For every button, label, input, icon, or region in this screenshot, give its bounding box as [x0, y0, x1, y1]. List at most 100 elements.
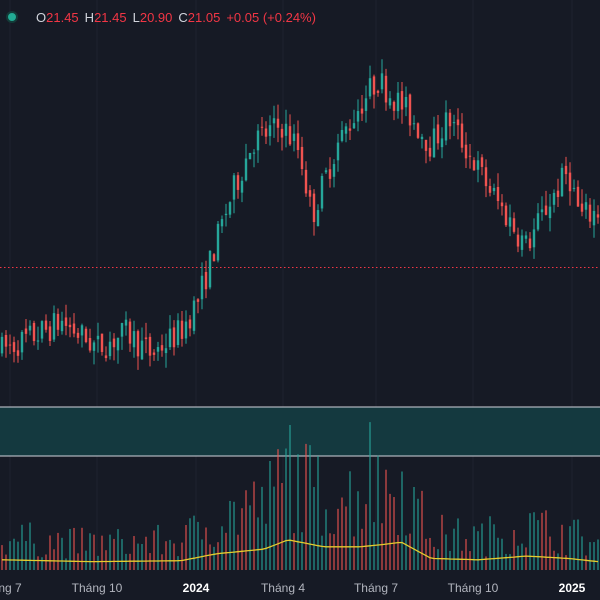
volume-bar: [593, 542, 595, 570]
candle-body: [496, 187, 500, 202]
candle-body: [392, 101, 396, 111]
candle-body: [272, 118, 276, 124]
candle-body: [544, 205, 548, 215]
candle-body: [232, 175, 236, 200]
legend-low-value: 20.90: [139, 9, 173, 25]
volume-bar: [113, 538, 115, 570]
candle-body: [4, 335, 8, 347]
candle-body: [316, 210, 320, 227]
candle: [104, 346, 108, 362]
candle: [200, 262, 204, 310]
volume-bar: [377, 455, 379, 570]
candle: [292, 124, 296, 152]
volume-bar: [253, 481, 255, 570]
candle: [432, 116, 436, 158]
legend-high-key: H: [84, 9, 95, 25]
volume-bar: [445, 534, 447, 570]
candle-body: [172, 327, 176, 348]
candle-body: [588, 204, 592, 222]
candle: [252, 149, 256, 168]
volume-bar: [109, 534, 111, 570]
volume-bar: [481, 523, 483, 570]
candle: [552, 189, 556, 213]
candle-body: [220, 219, 224, 227]
candle: [456, 108, 460, 140]
volume-bar: [533, 512, 535, 570]
candle-body: [432, 128, 436, 158]
candle: [572, 179, 576, 192]
candle: [392, 100, 396, 121]
candle-body: [404, 96, 408, 108]
candle: [304, 161, 308, 197]
volume-bar: [61, 537, 63, 570]
volume-bar: [169, 539, 171, 570]
candle-body: [388, 98, 392, 106]
candle-body: [32, 322, 36, 342]
candle-body: [260, 126, 264, 128]
candle: [112, 333, 116, 361]
volume-bar: [5, 554, 7, 570]
candle-body: [236, 175, 240, 190]
candle: [360, 95, 364, 121]
candle-body: [36, 340, 40, 342]
volume-bar: [357, 491, 359, 570]
candle: [352, 109, 356, 129]
candle-body: [80, 325, 84, 336]
x-tick: ng 7: [0, 581, 22, 595]
candle-body: [376, 90, 380, 93]
volume-bar: [453, 528, 455, 570]
candle-body: [112, 338, 116, 348]
volume-bar: [329, 533, 331, 570]
volume-bar: [285, 448, 287, 570]
candle-body: [328, 169, 332, 179]
candle-body: [156, 347, 160, 352]
volume-bar: [133, 536, 135, 570]
candle-body: [192, 300, 196, 331]
candle: [348, 119, 352, 141]
candle: [176, 313, 180, 348]
candle-body: [280, 128, 284, 138]
candle-body: [396, 92, 400, 112]
candle: [144, 322, 148, 354]
x-tick: 2025: [558, 581, 586, 595]
volume-bar: [273, 486, 275, 570]
volume-bar: [365, 504, 367, 570]
candle: [504, 202, 508, 227]
candle-body: [448, 112, 452, 127]
candle: [508, 204, 512, 237]
candle: [584, 193, 588, 219]
candle: [520, 229, 524, 257]
candle: [296, 120, 300, 159]
candle: [356, 99, 360, 132]
candle-body: [72, 323, 76, 334]
volume-bar: [441, 514, 443, 570]
volume-bar: [45, 554, 47, 570]
volume-bar: [89, 533, 91, 570]
candle-body: [556, 190, 560, 197]
volume-bar: [65, 558, 67, 570]
x-tick: Tháng 7: [353, 581, 399, 595]
candle-body: [320, 175, 324, 209]
legend-close-key: C: [178, 9, 188, 25]
candle-body: [468, 155, 472, 157]
candle: [184, 310, 188, 344]
volume-bar: [437, 549, 439, 570]
time-axis[interactable]: ng 7 Tháng 10 2024 Tháng 4 Tháng 7 Tháng…: [0, 572, 600, 600]
candle: [224, 203, 228, 227]
candle-body: [576, 186, 580, 207]
volume-bar: [473, 526, 475, 570]
candle: [592, 199, 596, 238]
candle: [80, 323, 84, 348]
candle-body: [184, 321, 188, 339]
candle: [132, 320, 136, 358]
candle: [0, 332, 4, 357]
candle: [88, 328, 92, 353]
candle: [40, 320, 44, 343]
candle-body: [96, 335, 100, 340]
candle-body: [12, 342, 16, 352]
volume-bar: [17, 541, 19, 570]
candle-body: [532, 229, 536, 248]
candle: [340, 121, 344, 143]
